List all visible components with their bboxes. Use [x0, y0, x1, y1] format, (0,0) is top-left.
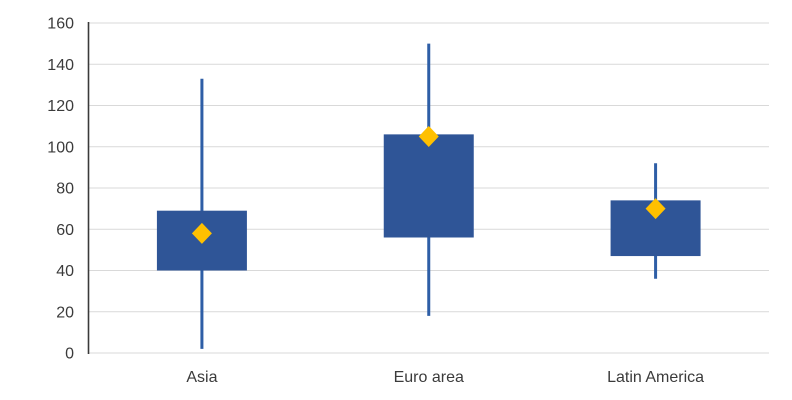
- y-axis-tick-label: 40: [56, 263, 74, 280]
- y-axis-tick-label: 0: [65, 346, 74, 363]
- y-axis-tick-label: 80: [56, 181, 74, 198]
- y-axis-tick-label: 20: [56, 304, 74, 321]
- mean-diamond-marker: [645, 198, 666, 220]
- y-axis-tick-label: 160: [47, 16, 74, 33]
- y-axis-tick-label: 120: [47, 98, 74, 115]
- box-rect: [383, 134, 474, 238]
- mean-diamond-marker: [191, 222, 212, 244]
- y-axis-tick-label: 140: [47, 57, 74, 74]
- x-axis-category-label: Asia: [186, 369, 217, 386]
- mean-diamond-marker: [418, 125, 439, 147]
- y-axis-tick-label: 60: [56, 222, 74, 239]
- x-axis-category-label: Euro area: [394, 369, 464, 386]
- y-axis-tick-label: 100: [47, 139, 74, 156]
- x-axis-category-label: Latin America: [607, 369, 704, 386]
